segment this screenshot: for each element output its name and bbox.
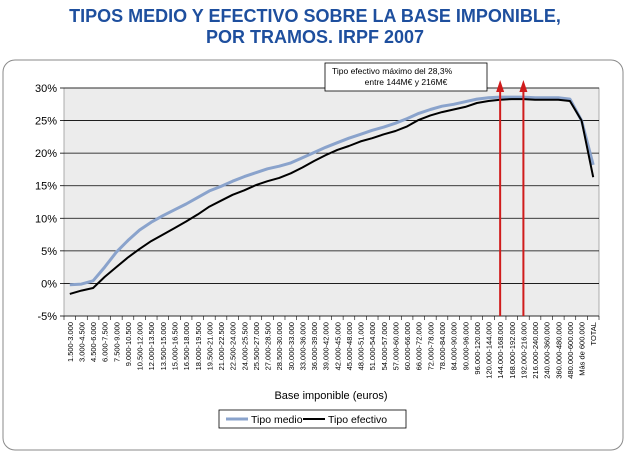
x-tick-label-7: 12.000-13.500 [147,322,156,370]
x-tick-label-0: 1.500-3.000 [66,322,75,362]
x-tick-label-9: 15.000-16.500 [170,322,179,370]
x-tick-label-16: 25.500-27.000 [252,322,261,370]
x-tick-label-10: 16.500-18.000 [182,322,191,370]
x-tick-label-18: 28.500-30.000 [275,322,284,370]
x-tick-label-26: 51.000-54.000 [368,322,377,370]
arrow-head-0 [496,80,505,92]
x-tick-label-36: 120.000-144.000 [485,322,494,379]
x-tick-label-6: 10.500-12.000 [136,322,145,370]
arrow-head-1 [519,80,528,92]
x-tick-label-13: 21.000-22.500 [217,322,226,370]
x-tick-label-28: 57.000-60.000 [391,322,400,370]
x-tick-label-2: 4.500-6.000 [89,322,98,362]
series-lines [69,95,595,295]
chart-title: TIPOS MEDIO Y EFECTIVO SOBRE LA BASE IMP… [0,6,630,48]
chart-title-line-1: TIPOS MEDIO Y EFECTIVO SOBRE LA BASE IMP… [69,6,561,26]
x-tick-label-30: 66.000-72.000 [415,322,424,370]
annotation-text-0: Tipo efectivo máximo del 28,3% [332,66,453,76]
annotation-rect [324,62,488,92]
x-tick-label-4: 7.500-9.000 [112,322,121,362]
x-tick-label-24: 45.000-48.000 [345,322,354,370]
x-tick-label-25: 48.000-51.000 [357,322,366,370]
series-line-tipo-medio [69,95,595,287]
x-tick-label-35: 96.000-120.000 [473,322,482,375]
x-tick-label-32: 78.000-84.000 [438,322,447,370]
x-tick-label-12: 19.500-21.000 [205,322,214,370]
x-tick-label-27: 54.000-57.000 [380,322,389,370]
y-tick-label-1: 0% [41,278,57,290]
x-tick-label-3: 6.000-7.500 [101,322,110,362]
x-tick-label-5: 9.000-10.500 [124,322,133,366]
x-tick-label-38: 168.000-192.000 [508,322,517,379]
x-tick-label-42: 360.000-480.000 [554,322,563,379]
y-tick-label-4: 15% [35,181,57,193]
y-tick-label-0: -5% [37,311,57,323]
x-tick-label-8: 13.500-15.000 [159,322,168,370]
x-axis: 1.500-3.000 3.000-4.500 4.500-6.000 6.000-7… [63,316,600,379]
x-tick-label-41: 240.000-360.000 [543,322,552,379]
x-tick-label-34: 90.000-96.000 [461,322,470,370]
x-tick-label-29: 60.000-66.000 [403,322,412,370]
x-tick-label-43: 480.000-600.000 [566,322,575,379]
x-tick-label-22: 39.000-42.000 [322,322,331,370]
x-tick-label-40: 216.000-240.000 [531,322,540,379]
y-tick-label-3: 10% [35,213,57,225]
y-tick-label-2: 5% [41,246,57,258]
annotation-text-1: entre 144M€ y 216M€ [365,77,448,87]
annotation-box: Tipo efectivo máximo del 28,3%entre 144M… [324,62,488,92]
x-tick-label-44: Más de 600.000 [578,322,587,376]
x-tick-label-33: 84.000-90.000 [450,322,459,370]
x-tick-label-39: 192.000-216.000 [519,322,528,379]
legend-label-0: Tipo medio [251,414,303,426]
x-tick-label-1: 3.000-4.500 [77,322,86,362]
y-tick-label-7: 30% [35,83,57,95]
x-tick-label-20: 33.000-36.000 [298,322,307,370]
x-tick-label-15: 24.000-25.500 [240,322,249,370]
plot-area [63,87,600,317]
x-tick-label-19: 30.000-33.000 [287,322,296,370]
x-tick-label-17: 27.000-28.500 [264,322,273,370]
annotation-arrows [496,80,528,316]
y-axis: -5% 0% 5% 10% 15% 20% 25% 30% [35,83,64,323]
legend-label-1: Tipo efectivo [328,414,387,426]
y-tick-label-5: 20% [35,148,57,160]
legend: Tipo medio Tipo efectivo [218,409,407,429]
x-axis-label: Base imponible (euros) [274,390,387,402]
x-tick-label-37: 144.000-168.000 [496,322,505,379]
x-tick-label-45: TOTAL [589,322,598,345]
x-tick-label-11: 18.000-19.500 [194,322,203,370]
x-tick-label-31: 72.000-78.000 [426,322,435,370]
x-tick-label-14: 22.500-24.000 [229,322,238,370]
x-tick-label-21: 36.000-39.000 [310,322,319,370]
y-tick-label-6: 25% [35,116,57,128]
chart-title-line-2: POR TRAMOS. IRPF 2007 [205,27,425,47]
x-tick-label-23: 42.000-45.000 [333,322,342,370]
series-line-tipo-efectivo [69,98,595,295]
